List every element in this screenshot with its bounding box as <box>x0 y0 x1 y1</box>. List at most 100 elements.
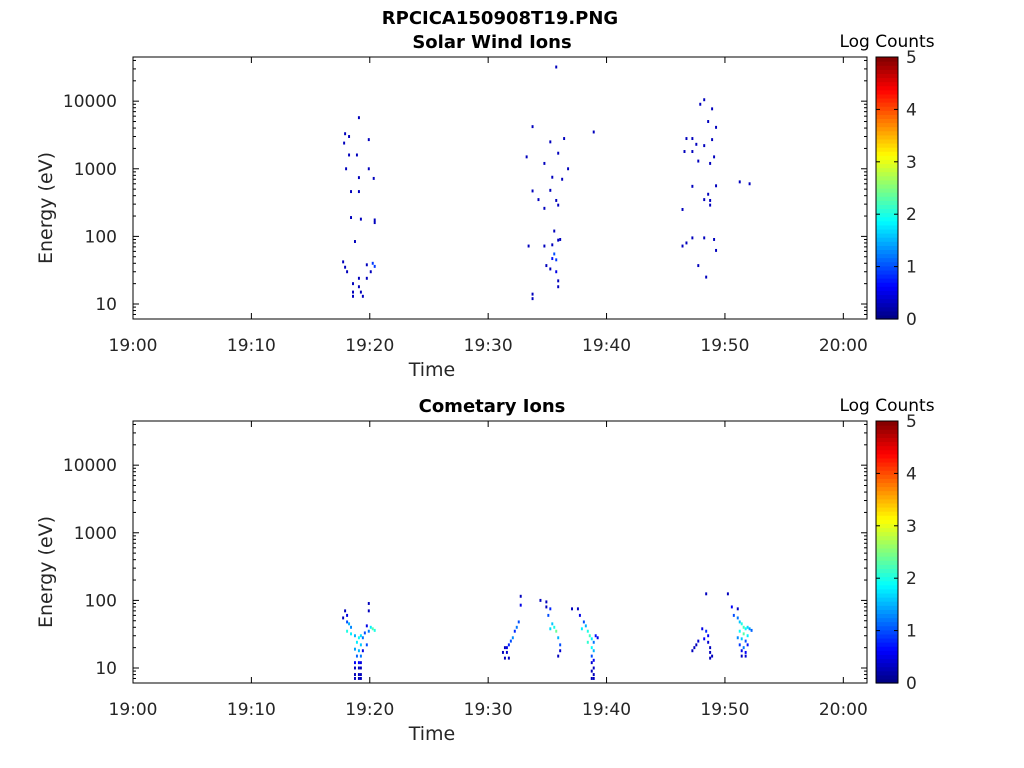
heatmap-cell <box>372 176 375 180</box>
colorbar-segment <box>876 654 898 660</box>
heatmap-cell <box>740 637 743 641</box>
heatmap-cell <box>543 206 546 210</box>
heatmap-cell <box>547 613 550 617</box>
colorbar-segment <box>876 73 898 79</box>
x-tick-label: 20:00 <box>819 700 868 720</box>
colorbar-segment <box>876 253 898 259</box>
heatmap-cell <box>371 261 374 265</box>
colorbar-segment <box>876 306 898 312</box>
heatmap-cell <box>705 629 708 633</box>
heatmap-cell <box>592 666 595 670</box>
heatmap-cell <box>715 125 718 129</box>
heatmap-cell <box>715 184 718 188</box>
colorbar-tick-label: 3 <box>906 517 917 537</box>
colorbar-segment <box>876 605 898 610</box>
y-tick-label: 10 <box>95 659 117 679</box>
colorbar-segment <box>876 192 898 197</box>
heatmap-cell <box>359 634 362 638</box>
heatmap-cell <box>549 267 552 271</box>
heatmap-cell <box>740 654 743 658</box>
heatmap-cell <box>590 677 593 680</box>
colorbar-segment <box>876 212 898 218</box>
heatmap-cell <box>557 285 560 289</box>
heatmap-cell <box>681 244 684 248</box>
heatmap-cell <box>551 243 554 247</box>
x-tick-label: 19:30 <box>464 336 513 356</box>
heatmap-cell <box>348 153 351 157</box>
heatmap-cell <box>691 649 694 653</box>
colorbar-segment <box>876 220 898 226</box>
colorbar-segment <box>876 208 898 214</box>
heatmap-cell <box>557 654 560 658</box>
heatmap-cell <box>355 153 358 157</box>
heatmap-cell <box>559 238 562 241</box>
heatmap-cell <box>519 594 522 598</box>
x-axis: 19:00 19:10 19:20 19:30 19:40 19:50 20:00 <box>109 421 868 720</box>
colorbar-segment <box>876 179 898 185</box>
heatmap-cell <box>748 182 751 186</box>
x-tick-label: 19:40 <box>582 336 631 356</box>
colorbar-segment <box>876 502 898 508</box>
heatmap-cell <box>590 661 593 665</box>
x-tick-label: 19:30 <box>464 700 513 720</box>
colorbar-segment <box>876 290 898 296</box>
colorbar-segment <box>876 81 898 87</box>
colorbar-segment <box>876 552 898 557</box>
colorbar-segment <box>876 666 898 672</box>
heatmap-cell <box>715 248 718 252</box>
heatmap-cell <box>342 260 345 264</box>
colorbar-segment <box>876 245 898 250</box>
heatmap-cell <box>555 629 558 633</box>
colorbar-segment <box>876 470 898 475</box>
heatmap-cell <box>567 167 570 171</box>
heatmap-cell <box>592 658 595 662</box>
heatmap-cell <box>525 155 528 159</box>
heatmap-cell <box>693 646 696 650</box>
x-tick-label: 20:00 <box>819 336 868 356</box>
heatmap-cell <box>736 636 739 640</box>
colorbar-segment <box>876 568 898 574</box>
heatmap-cell <box>501 650 504 654</box>
colorbar-segment <box>876 97 898 103</box>
colorbar-segment <box>876 519 898 524</box>
heatmap-cell <box>736 607 739 611</box>
heatmap-cell <box>353 661 356 665</box>
heatmap-cell <box>557 238 560 242</box>
heatmap-cell <box>709 656 712 660</box>
heatmap-cell <box>361 649 364 653</box>
colorbar-segment <box>876 200 898 205</box>
colorbar-segment <box>876 445 898 451</box>
colorbar-segment <box>876 560 898 565</box>
heatmap-cell <box>353 647 356 651</box>
solar-wind-panel: Solar Wind Ions 19:00 19:10 19:20 19:30 19:40… <box>35 32 935 381</box>
heatmap-cell <box>709 198 712 202</box>
heatmap-cell <box>683 150 686 153</box>
heatmap-cell <box>503 646 506 650</box>
heatmap-cell <box>691 150 694 153</box>
heatmap-cell <box>359 661 362 665</box>
colorbar-segment <box>876 625 898 631</box>
colorbar-segment <box>876 658 898 664</box>
heatmap-cell <box>350 632 353 636</box>
heatmap-cell <box>746 634 749 638</box>
heatmap-cell <box>553 252 556 256</box>
heatmap-cell <box>592 673 595 677</box>
heatmap-cell <box>553 229 556 233</box>
colorbar-segment <box>876 494 898 500</box>
colorbar-label: Log Counts <box>839 396 934 416</box>
heatmap-cell <box>507 656 510 660</box>
heatmap-cell <box>363 631 366 635</box>
colorbar-segment <box>876 678 898 684</box>
colorbar-segment <box>876 572 898 578</box>
colorbar-segment <box>876 282 898 287</box>
heatmap-cell <box>590 654 593 658</box>
colorbar-segment <box>876 110 898 115</box>
heatmap-cells <box>342 592 753 680</box>
heatmap-cell <box>517 620 520 624</box>
heatmap-cell <box>732 613 735 617</box>
heatmap-cell <box>584 624 587 628</box>
heatmap-cell <box>344 265 347 269</box>
heatmap-cell <box>549 188 552 192</box>
heatmap-cell <box>531 189 534 193</box>
heatmap-cell <box>352 290 354 294</box>
